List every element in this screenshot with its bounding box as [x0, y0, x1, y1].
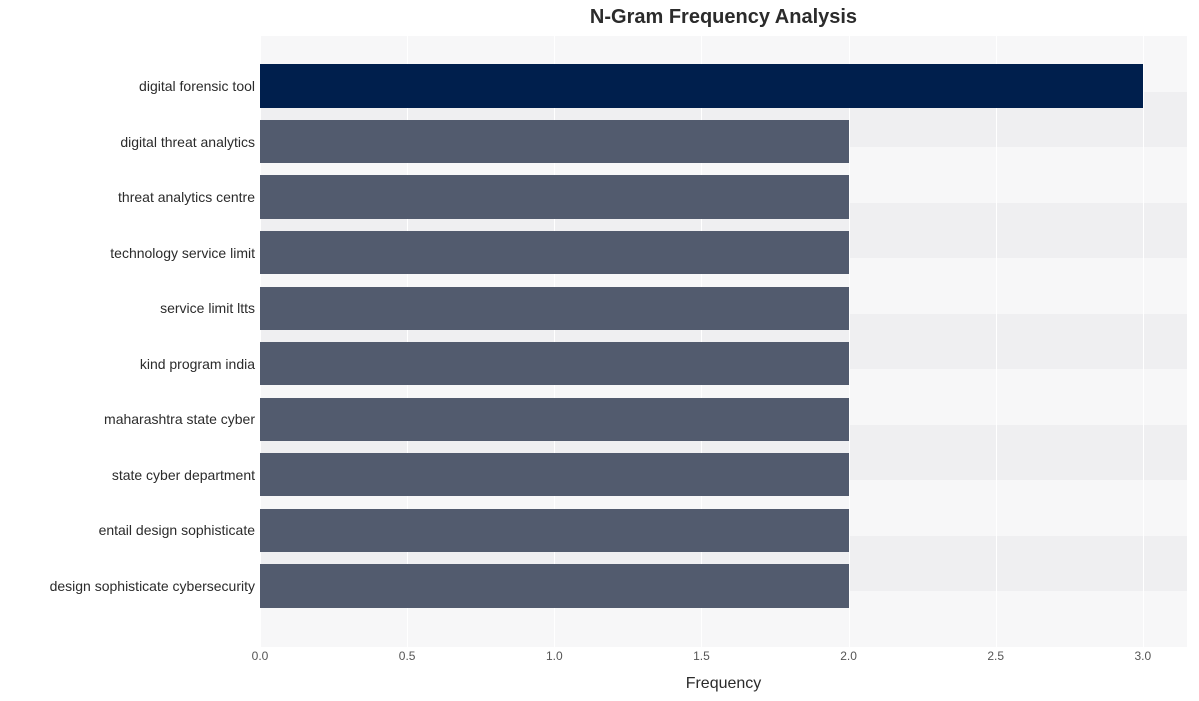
y-axis-labels: digital forensic tool digital threat anal… [0, 36, 255, 647]
bar [260, 564, 849, 607]
y-tick-label: service limit ltts [0, 300, 255, 316]
x-tick-label: 2.0 [840, 649, 857, 663]
y-tick-label: digital threat analytics [0, 134, 255, 150]
y-tick-label: maharashtra state cyber [0, 411, 255, 427]
y-tick-label: entail design sophisticate [0, 522, 255, 538]
bar [260, 64, 1143, 107]
bars-layer [260, 36, 1187, 647]
ngram-frequency-chart: N-Gram Frequency Analysis digital forens… [0, 0, 1199, 701]
x-tick-label: 0.0 [252, 649, 269, 663]
bar [260, 509, 849, 552]
y-tick-label: kind program india [0, 356, 255, 372]
y-tick-label: threat analytics centre [0, 189, 255, 205]
y-tick-label: technology service limit [0, 245, 255, 261]
plot-area [260, 36, 1187, 647]
y-tick-label: state cyber department [0, 467, 255, 483]
y-tick-label: design sophisticate cybersecurity [0, 578, 255, 594]
x-tick-label: 1.0 [546, 649, 563, 663]
bar [260, 453, 849, 496]
y-tick-label: digital forensic tool [0, 78, 255, 94]
bar [260, 231, 849, 274]
x-axis-label: Frequency [260, 675, 1187, 693]
chart-title: N-Gram Frequency Analysis [260, 6, 1187, 29]
bar [260, 120, 849, 163]
x-axis-ticks: 0.00.51.01.52.02.53.0 [260, 649, 1187, 667]
x-tick-label: 2.5 [987, 649, 1004, 663]
bar [260, 175, 849, 218]
x-tick-label: 0.5 [399, 649, 416, 663]
x-tick-label: 3.0 [1135, 649, 1152, 663]
bar [260, 287, 849, 330]
x-tick-label: 1.5 [693, 649, 710, 663]
bar [260, 398, 849, 441]
bar [260, 342, 849, 385]
